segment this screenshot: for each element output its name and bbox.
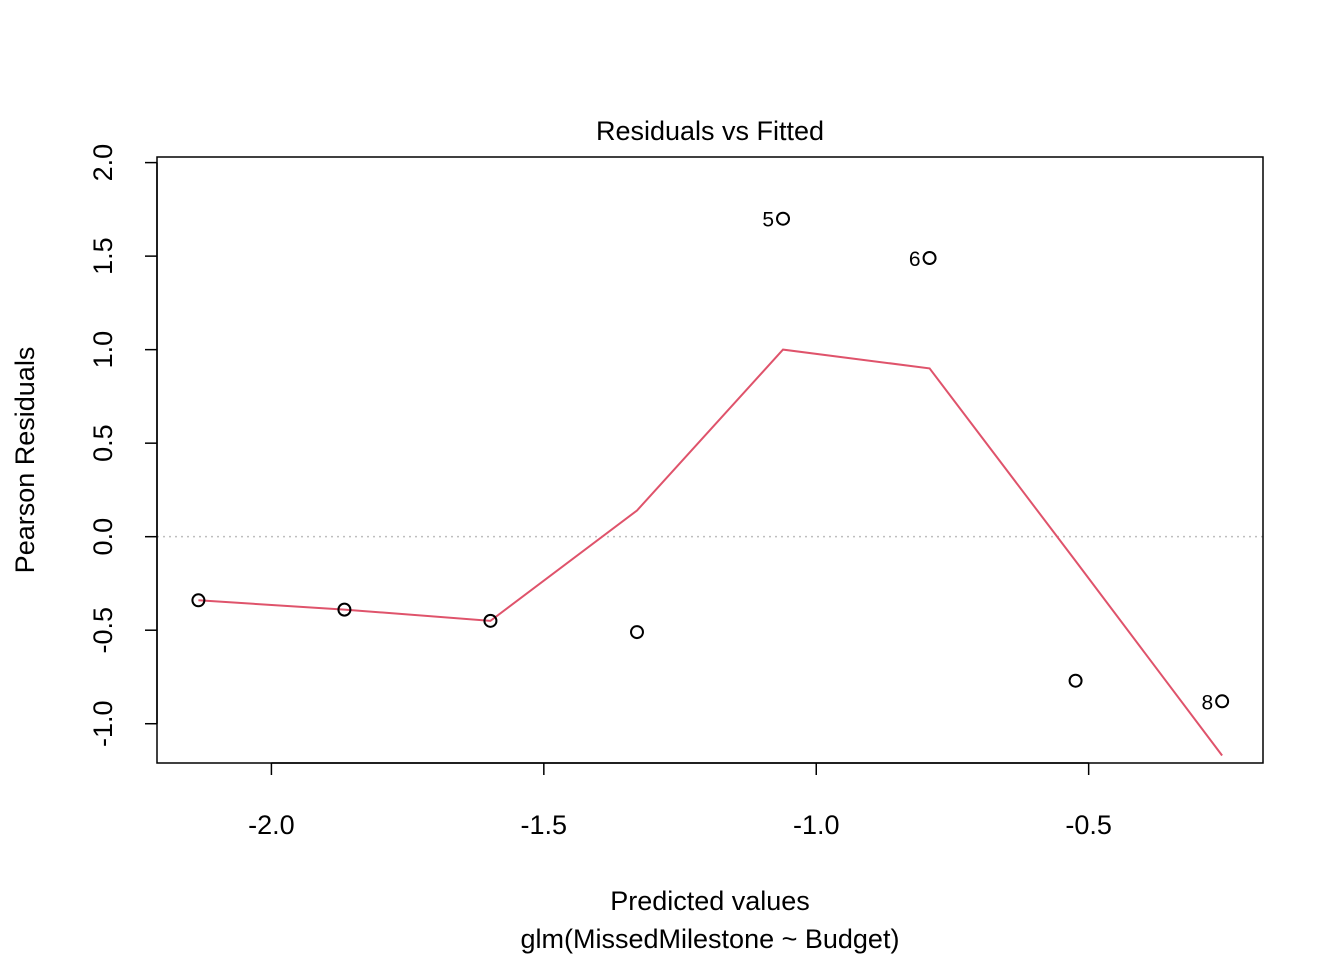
x-axis-subtitle: glm(MissedMilestone ~ Budget) (521, 924, 900, 954)
point-label: 6 (909, 248, 921, 271)
x-tick-label: -1.5 (521, 810, 568, 840)
y-tick-label: 2.0 (88, 144, 118, 182)
data-point (1215, 694, 1230, 709)
y-tick-label: 1.0 (88, 331, 118, 369)
data-point (337, 602, 352, 617)
y-tick-label: 0.5 (88, 424, 118, 462)
y-tick-label: -1.0 (88, 700, 118, 747)
x-tick-label: -0.5 (1065, 810, 1112, 840)
data-point (922, 251, 937, 265)
y-axis-label: Pearson Residuals (10, 347, 40, 574)
plot-frame (156, 156, 1264, 764)
plot-area: 5 6 8 (157, 209, 1263, 757)
x-axis: -2.0 -1.5 -1.0 -0.5 (248, 762, 1112, 840)
data-point (776, 211, 791, 226)
y-tick-label: 1.5 (88, 237, 118, 275)
chart-title: Residuals vs Fitted (596, 116, 824, 146)
x-axis-label: Predicted values (610, 886, 810, 916)
y-tick-label: 0.0 (88, 518, 118, 556)
data-point (1068, 673, 1083, 688)
data-point (629, 625, 644, 640)
x-tick-label: -1.0 (793, 810, 840, 840)
x-tick-label: -2.0 (248, 810, 295, 840)
point-label: 5 (762, 209, 774, 232)
data-point (191, 593, 206, 608)
y-tick-label: -0.5 (88, 607, 118, 654)
data-point (483, 613, 498, 628)
smooth-line (198, 348, 1223, 757)
y-axis: -1.0 -0.5 0.0 0.5 1.0 1.5 2.0 (88, 144, 158, 747)
point-label: 8 (1201, 691, 1213, 714)
